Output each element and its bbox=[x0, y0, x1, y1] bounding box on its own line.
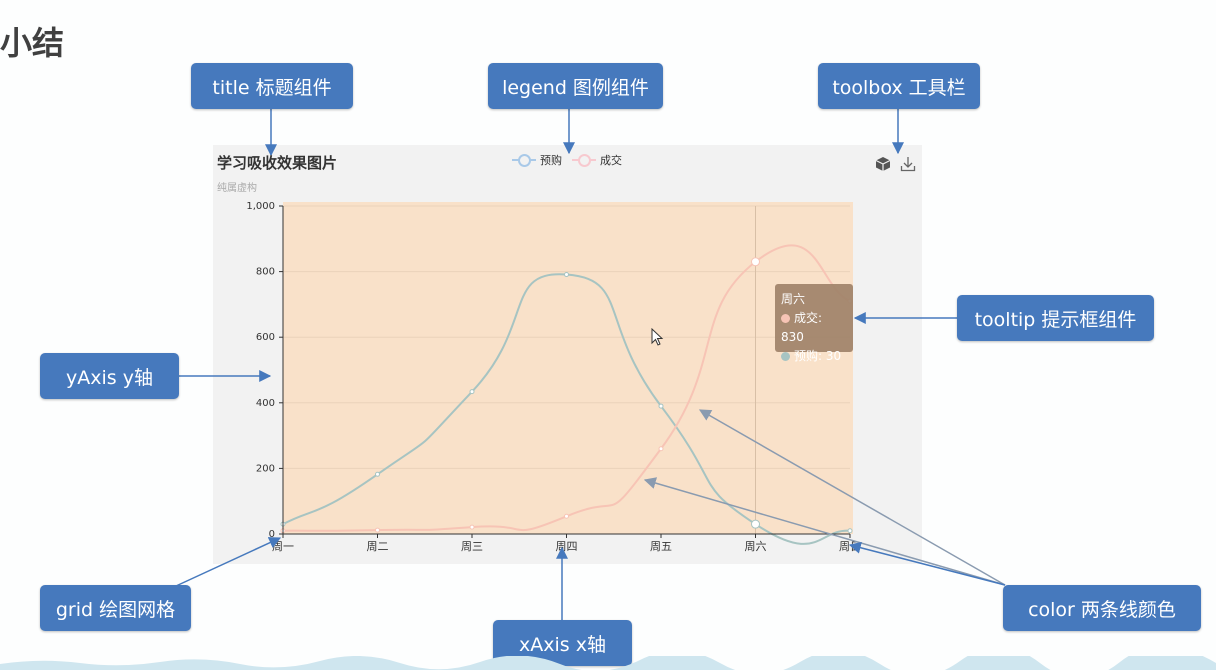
callout-yaxis: yAxis y轴 bbox=[40, 353, 179, 399]
download-icon[interactable] bbox=[900, 156, 916, 176]
x-tick-label: 周二 bbox=[367, 540, 389, 553]
x-tick-label: 周四 bbox=[556, 540, 578, 553]
data-point bbox=[564, 272, 569, 278]
chart-subtitle: 纯属虚构 bbox=[217, 183, 257, 194]
footer-wave-decoration bbox=[0, 656, 1216, 670]
arrow-grid bbox=[175, 537, 282, 587]
legend-symbol-icon bbox=[512, 154, 536, 167]
data-point bbox=[564, 513, 569, 519]
x-tick-label: 周三 bbox=[461, 540, 483, 553]
legend-label: 预购 bbox=[540, 154, 562, 167]
data-point bbox=[751, 257, 760, 267]
series-dot-icon bbox=[781, 352, 790, 361]
y-tick-label: 800 bbox=[256, 267, 275, 278]
grid-background bbox=[283, 202, 853, 534]
series-dot-icon bbox=[781, 314, 790, 323]
data-point bbox=[658, 446, 664, 452]
callout-toolbox: toolbox 工具栏 bbox=[818, 63, 980, 109]
callout-xaxis: xAxis x轴 bbox=[493, 620, 632, 666]
data-point bbox=[847, 528, 853, 534]
y-tick-label: 1,000 bbox=[246, 201, 275, 212]
slide-title: 小结 bbox=[0, 24, 65, 62]
arrow-color-b bbox=[643, 477, 1006, 586]
tooltip-row-preorder: 预购: 30 bbox=[781, 347, 847, 366]
legend-symbol-icon bbox=[572, 154, 596, 167]
data-point bbox=[658, 403, 664, 409]
callout-tooltip: tooltip 提示框组件 bbox=[957, 295, 1154, 341]
y-tick-label: 400 bbox=[256, 398, 275, 409]
callout-color: color 两条线颜色 bbox=[1003, 585, 1201, 631]
callout-legend: legend 图例组件 bbox=[488, 63, 663, 109]
mouse-cursor-icon bbox=[651, 328, 664, 346]
x-tick-label: 周六 bbox=[745, 540, 767, 553]
legend-item-series-a[interactable]: 预购 bbox=[512, 152, 562, 168]
callout-title: title 标题组件 bbox=[191, 63, 353, 109]
chart-title: 学习吸收效果图片 bbox=[217, 154, 338, 172]
y-tick-label: 600 bbox=[256, 332, 275, 343]
x-tick-label: 周一 bbox=[272, 540, 294, 553]
data-point bbox=[375, 527, 380, 533]
y-tick-label: 0 bbox=[269, 529, 275, 540]
tooltip-row-deal: 成交: 830 bbox=[781, 311, 823, 344]
arrow-color-a bbox=[698, 409, 1006, 586]
data-point bbox=[469, 389, 475, 395]
arrow-color-c bbox=[848, 541, 1006, 586]
3d-box-icon[interactable] bbox=[875, 156, 891, 176]
data-point bbox=[375, 471, 380, 477]
callout-grid: grid 绘图网格 bbox=[40, 585, 191, 631]
y-tick-label: 200 bbox=[256, 463, 275, 474]
data-point bbox=[751, 519, 760, 529]
tooltip-title: 周六 bbox=[781, 292, 806, 306]
legend-item-series-b[interactable]: 成交 bbox=[572, 152, 622, 168]
x-tick-label: 周五 bbox=[650, 540, 672, 553]
data-point bbox=[469, 524, 475, 530]
legend-label: 成交 bbox=[600, 154, 622, 167]
chart-tooltip: 周六 成交: 830 预购: 30 bbox=[775, 284, 853, 363]
